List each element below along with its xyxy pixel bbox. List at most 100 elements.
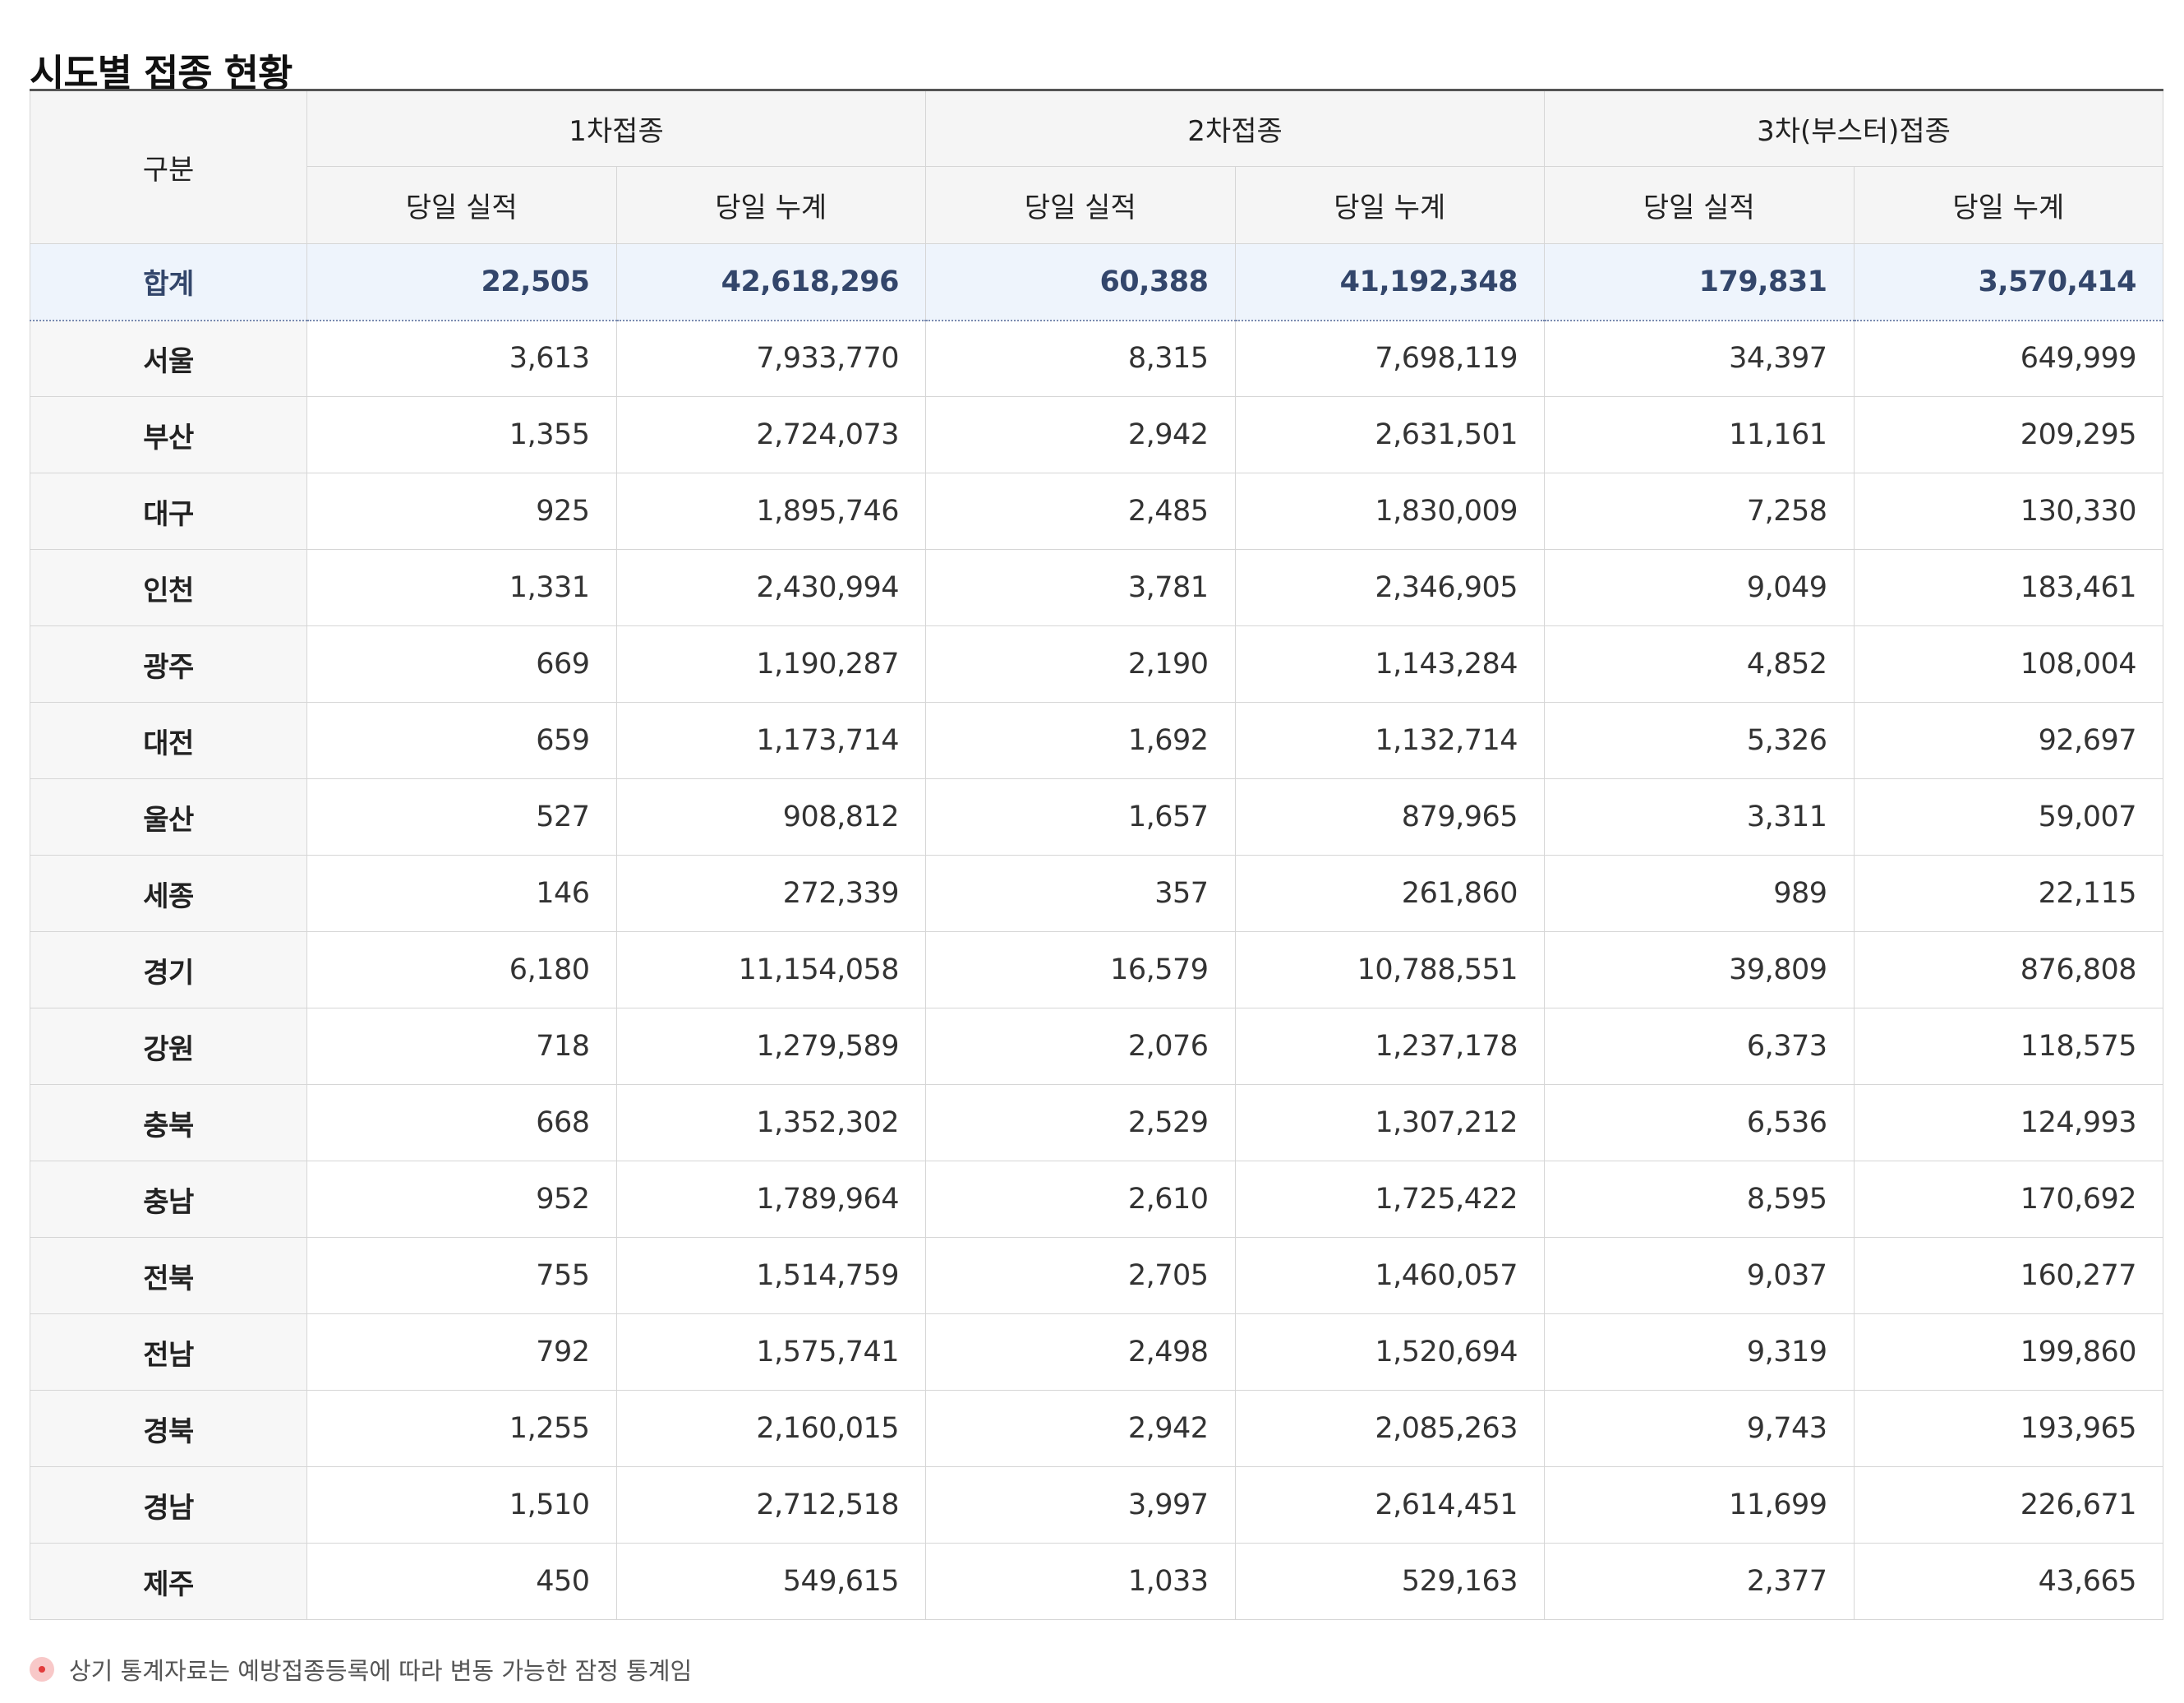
table-cell: 668 xyxy=(306,1084,617,1161)
table-cell: 3,781 xyxy=(925,549,1236,626)
table-cell: 1,355 xyxy=(306,396,617,473)
table-row: 전남 792 1,575,741 2,498 1,520,694 9,319 199,860 xyxy=(30,1313,2164,1391)
table-cell: 1,331 xyxy=(306,549,617,626)
table-cell: 1,307,212 xyxy=(1234,1084,1546,1161)
table-cell: 1,830,009 xyxy=(1234,473,1546,550)
table-cell: 549,615 xyxy=(615,1543,927,1620)
group-header-dose1: 1차접종 xyxy=(306,89,927,167)
table-cell: 146 xyxy=(306,855,617,932)
table-cell: 2,529 xyxy=(925,1084,1236,1161)
table-cell: 2,160,015 xyxy=(615,1390,927,1467)
region-name: 강원 xyxy=(30,1008,307,1085)
region-name: 인천 xyxy=(30,549,307,626)
table-cell: 8,595 xyxy=(1544,1161,1855,1238)
table-cell: 989 xyxy=(1544,855,1855,932)
table-cell: 1,520,694 xyxy=(1234,1313,1546,1391)
region-name: 광주 xyxy=(30,625,307,703)
table-cell: 5,326 xyxy=(1544,702,1855,779)
table-cell: 1,173,714 xyxy=(615,702,927,779)
group-header-dose3: 3차(부스터)접종 xyxy=(1544,89,2164,167)
region-name: 대구 xyxy=(30,473,307,550)
table-cell: 1,132,714 xyxy=(1234,702,1546,779)
table-cell: 3,311 xyxy=(1544,778,1855,856)
table-cell: 3,613 xyxy=(306,320,617,397)
sub-header-cumulative: 당일 누계 xyxy=(1234,166,1546,244)
total-row: 합계 22,505 42,618,296 60,388 41,192,348 1… xyxy=(30,243,2164,321)
table-cell: 2,942 xyxy=(925,396,1236,473)
table-cell: 718 xyxy=(306,1008,617,1085)
table-cell: 2,631,501 xyxy=(1234,396,1546,473)
table-cell: 1,725,422 xyxy=(1234,1161,1546,1238)
table-cell: 1,190,287 xyxy=(615,625,927,703)
table-cell: 2,614,451 xyxy=(1234,1466,1546,1544)
table-cell: 1,237,178 xyxy=(1234,1008,1546,1085)
region-name: 경기 xyxy=(30,931,307,1008)
table-row: 대구 925 1,895,746 2,485 1,830,009 7,258 130,330 xyxy=(30,473,2164,550)
table-cell: 22,115 xyxy=(1853,855,2164,932)
table-cell: 527 xyxy=(306,778,617,856)
table-row: 부산 1,355 2,724,073 2,942 2,631,501 11,161 209,… xyxy=(30,396,2164,473)
table-cell: 16,579 xyxy=(925,931,1236,1008)
table-cell: 1,352,302 xyxy=(615,1084,927,1161)
table-row: 인천 1,331 2,430,994 3,781 2,346,905 9,049 183,4… xyxy=(30,549,2164,626)
table-row: 대전 659 1,173,714 1,692 1,132,714 5,326 92,697 xyxy=(30,702,2164,779)
page-title: 시도별 접종 현황 xyxy=(30,50,293,95)
table-cell: 59,007 xyxy=(1853,778,2164,856)
table-cell: 179,831 xyxy=(1544,243,1855,321)
group-header-dose2: 2차접종 xyxy=(925,89,1546,167)
table-row: 서울 3,613 7,933,770 8,315 7,698,119 34,397 649,… xyxy=(30,320,2164,397)
table-cell: 39,809 xyxy=(1544,931,1855,1008)
table-cell: 11,699 xyxy=(1544,1466,1855,1544)
table-cell: 272,339 xyxy=(615,855,927,932)
table-cell: 209,295 xyxy=(1853,396,2164,473)
table-cell: 130,330 xyxy=(1853,473,2164,550)
sub-header-daily: 당일 실적 xyxy=(1544,166,1855,244)
table-cell: 1,460,057 xyxy=(1234,1237,1546,1314)
table-cell: 11,154,058 xyxy=(615,931,927,1008)
table-body: 합계 22,505 42,618,296 60,388 41,192,348 1… xyxy=(30,243,2164,1620)
region-name: 합계 xyxy=(30,243,307,321)
region-name: 충북 xyxy=(30,1084,307,1161)
table-cell: 118,575 xyxy=(1853,1008,2164,1085)
table-cell: 108,004 xyxy=(1853,625,2164,703)
table-row: 경기 6,180 11,154,058 16,579 10,788,551 39,809 8… xyxy=(30,931,2164,1008)
table-cell: 1,789,964 xyxy=(615,1161,927,1238)
region-name: 경남 xyxy=(30,1466,307,1544)
region-name: 서울 xyxy=(30,320,307,397)
table-cell: 8,315 xyxy=(925,320,1236,397)
table-cell: 2,190 xyxy=(925,625,1236,703)
table-cell: 42,618,296 xyxy=(615,243,927,321)
table-cell: 9,743 xyxy=(1544,1390,1855,1467)
region-name: 충남 xyxy=(30,1161,307,1238)
table-cell: 876,808 xyxy=(1853,931,2164,1008)
region-name: 제주 xyxy=(30,1543,307,1620)
table-cell: 1,510 xyxy=(306,1466,617,1544)
table-row: 울산 527 908,812 1,657 879,965 3,311 59,007 xyxy=(30,778,2164,856)
table-cell: 755 xyxy=(306,1237,617,1314)
table-cell: 60,388 xyxy=(925,243,1236,321)
table-cell: 1,143,284 xyxy=(1234,625,1546,703)
table-cell: 43,665 xyxy=(1853,1543,2164,1620)
table-cell: 1,575,741 xyxy=(615,1313,927,1391)
region-name: 전북 xyxy=(30,1237,307,1314)
vaccination-table: 구분 1차접종 2차접종 3차(부스터)접종 당일 실적 당일 누계 당일 실적… xyxy=(30,89,2164,1620)
table-cell: 6,373 xyxy=(1544,1008,1855,1085)
region-name: 부산 xyxy=(30,396,307,473)
table-cell: 10,788,551 xyxy=(1234,931,1546,1008)
table-cell: 908,812 xyxy=(615,778,927,856)
table-cell: 1,692 xyxy=(925,702,1236,779)
table-cell: 4,852 xyxy=(1544,625,1855,703)
sub-header-daily: 당일 실적 xyxy=(925,166,1236,244)
table-row: 강원 718 1,279,589 2,076 1,237,178 6,373 118,575 xyxy=(30,1008,2164,1085)
table-cell: 199,860 xyxy=(1853,1313,2164,1391)
table-cell: 2,705 xyxy=(925,1237,1236,1314)
table-cell: 92,697 xyxy=(1853,702,2164,779)
table-cell: 2,377 xyxy=(1544,1543,1855,1620)
table-header: 구분 1차접종 2차접종 3차(부스터)접종 당일 실적 당일 누계 당일 실적… xyxy=(30,89,2164,244)
table-row: 전북 755 1,514,759 2,705 1,460,057 9,037 160,277 xyxy=(30,1237,2164,1314)
table-cell: 11,161 xyxy=(1544,396,1855,473)
region-name: 경북 xyxy=(30,1390,307,1467)
table-cell: 6,180 xyxy=(306,931,617,1008)
footnote: 상기 통계자료는 예방접종등록에 따라 변동 가능한 잠정 통계임 xyxy=(30,1652,692,1687)
table-cell: 649,999 xyxy=(1853,320,2164,397)
